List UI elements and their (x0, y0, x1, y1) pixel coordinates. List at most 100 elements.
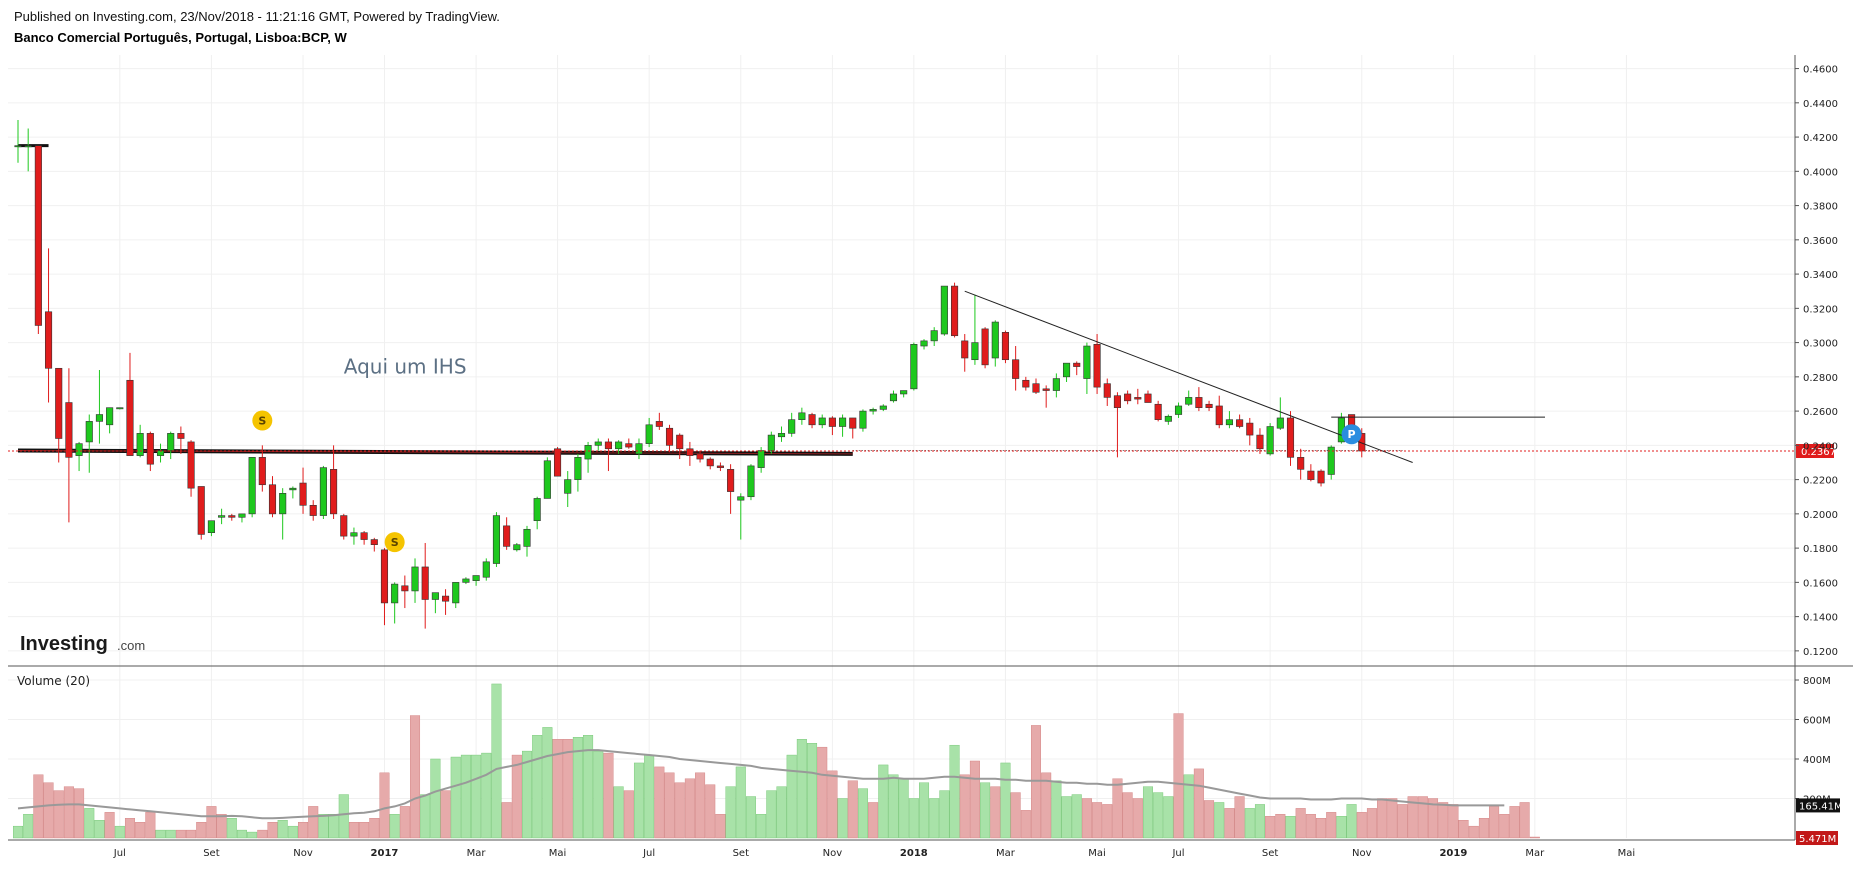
candle-body (533, 498, 541, 522)
price-candles (14, 119, 1366, 629)
candle-body (187, 441, 195, 489)
candle (1154, 400, 1162, 422)
volume-bar (328, 814, 339, 839)
volume-bar (1407, 796, 1418, 839)
candle-body (767, 434, 775, 451)
candle-body (1103, 383, 1111, 398)
candle-body (1215, 405, 1223, 426)
volume-bar (1122, 792, 1133, 839)
candle-body (146, 433, 154, 465)
candle-body (330, 469, 338, 515)
time-axis: Jul Set Nov 2017 Mar Mai Jul Set Nov 2018 Mar Mai Ju… (113, 848, 1635, 859)
volume-bar (216, 814, 227, 839)
candle (167, 431, 175, 460)
volume-bar (1224, 808, 1235, 839)
volume-bar (1529, 836, 1540, 839)
volume-bar (1478, 818, 1489, 839)
price-tick-label: 0.3800 (1803, 202, 1838, 213)
volume-bar (868, 802, 879, 839)
candle (1246, 417, 1254, 446)
candle (961, 334, 969, 372)
candle (14, 119, 22, 163)
chart-frame (8, 55, 1853, 841)
candle-body (1134, 397, 1142, 400)
volume-bar (308, 806, 319, 839)
volume-bar (1519, 802, 1530, 839)
candle-body (1246, 422, 1254, 436)
candle-body (1195, 397, 1203, 408)
volume-bar (1000, 762, 1011, 839)
candle (462, 577, 470, 585)
candle (421, 542, 429, 629)
candle (818, 414, 826, 429)
candle (696, 450, 704, 463)
candle (879, 404, 887, 412)
volume-bar (1051, 780, 1062, 839)
candle-body (859, 410, 867, 429)
price-tick-label: 0.3600 (1803, 236, 1838, 247)
candle (1276, 397, 1284, 430)
candle (564, 471, 572, 508)
candle-body (686, 448, 694, 456)
candle (625, 438, 633, 449)
volume-bar (898, 778, 909, 839)
candle-body (197, 486, 205, 535)
volume-bar (379, 772, 390, 839)
candle-body (1124, 393, 1132, 402)
candle (533, 496, 541, 530)
volume-bars (12, 683, 1540, 839)
candle (309, 500, 317, 521)
candle (1144, 390, 1152, 403)
candle-body (808, 414, 816, 426)
candle (1205, 400, 1213, 412)
candle (1174, 402, 1183, 418)
candle (75, 441, 83, 472)
candle (604, 438, 612, 472)
candle-body (370, 539, 378, 545)
volume-bar (827, 770, 838, 839)
volume-bar (501, 802, 512, 839)
volume-bar (1081, 798, 1092, 839)
volume-bar (939, 790, 950, 839)
candle (197, 486, 205, 540)
volume-bar (695, 772, 706, 839)
volume-bar (1132, 798, 1143, 839)
time-tick-label: Nov (1352, 848, 1372, 859)
volume-bar (84, 808, 95, 839)
candle-body (116, 407, 124, 410)
candle-body (268, 484, 277, 515)
candle (106, 407, 114, 434)
volume-bar (776, 786, 787, 839)
candle (1195, 387, 1203, 412)
volume-bar (1417, 796, 1428, 839)
annotation-text: Aqui um IHS (344, 354, 467, 378)
candle (65, 368, 73, 523)
candle-body (431, 592, 439, 600)
volume-bar (155, 829, 166, 839)
candle-body (747, 465, 755, 498)
candle-body (971, 342, 979, 361)
candle-body (615, 441, 623, 450)
candle (442, 589, 450, 615)
candle-body (34, 145, 42, 326)
volume-bar (338, 794, 349, 839)
volume-bar (725, 786, 736, 839)
downtrend-line (964, 290, 1413, 463)
volume-bar (735, 766, 746, 839)
volume-bar (990, 786, 1001, 839)
candle (635, 438, 643, 460)
candle (258, 445, 266, 492)
volume-bar (532, 735, 543, 839)
volume-bar (74, 788, 85, 839)
volume-bar (450, 756, 461, 839)
candle-body (360, 532, 368, 540)
candle-body (462, 578, 470, 583)
candle-body (258, 457, 266, 486)
candle-body (442, 595, 450, 602)
volume-bar (1010, 792, 1021, 839)
volume-bar (63, 786, 74, 839)
candle (940, 285, 948, 336)
volume-bar (705, 784, 716, 839)
symbol-title: Banco Comercial Português, Portugal, Lis… (14, 30, 347, 45)
